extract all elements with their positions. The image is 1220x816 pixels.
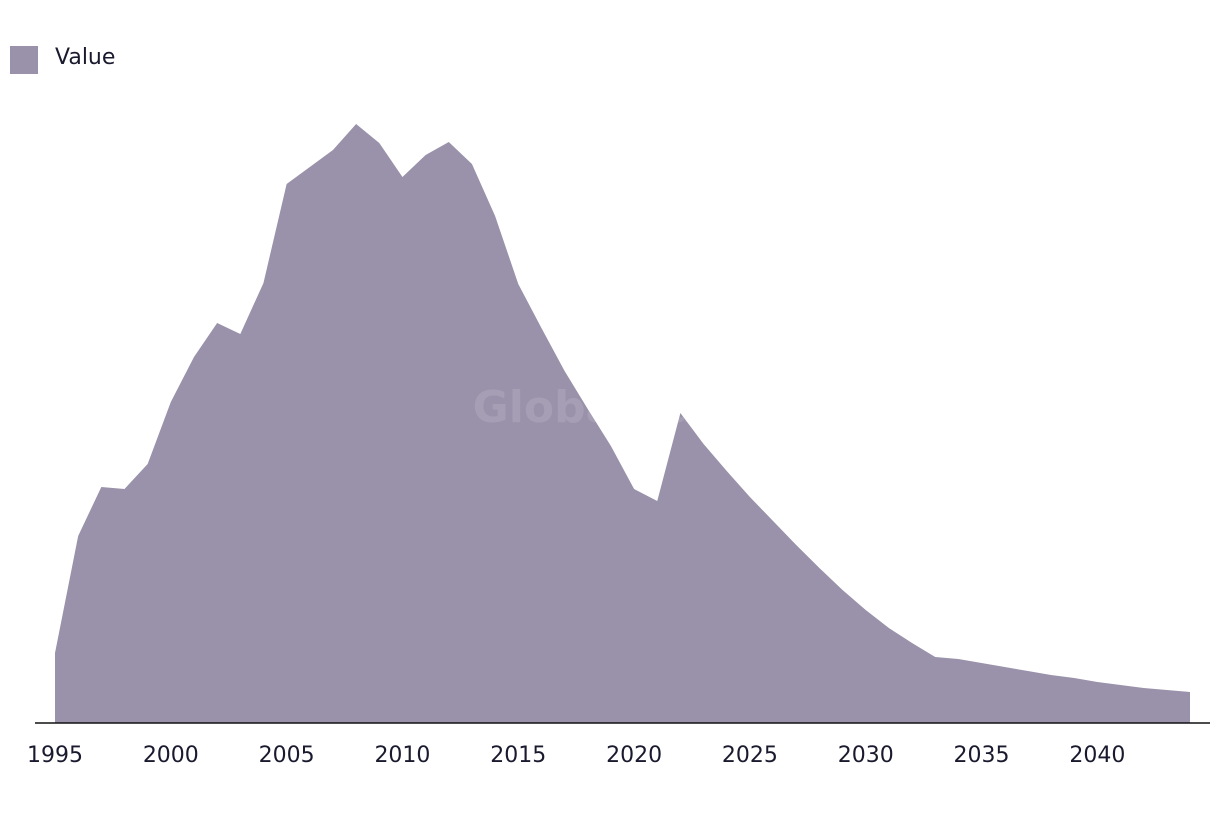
x-tick-label: 2010 — [374, 743, 430, 768]
x-tick-label: 2005 — [259, 743, 315, 768]
x-tick-label: 2020 — [606, 743, 662, 768]
x-tick-label: 2035 — [954, 743, 1010, 768]
x-tick-label: 2040 — [1069, 743, 1125, 768]
area — [55, 124, 1190, 723]
x-tick-label: 2025 — [722, 743, 778, 768]
x-tick-label: 2000 — [143, 743, 199, 768]
x-tick-label: 2030 — [838, 743, 894, 768]
x-tick-label: 2015 — [490, 743, 546, 768]
legend-label: Value — [55, 45, 115, 70]
watermark: GlobalData — [473, 382, 748, 433]
legend-swatch — [10, 46, 38, 74]
x-tick-label: 1995 — [27, 743, 83, 768]
